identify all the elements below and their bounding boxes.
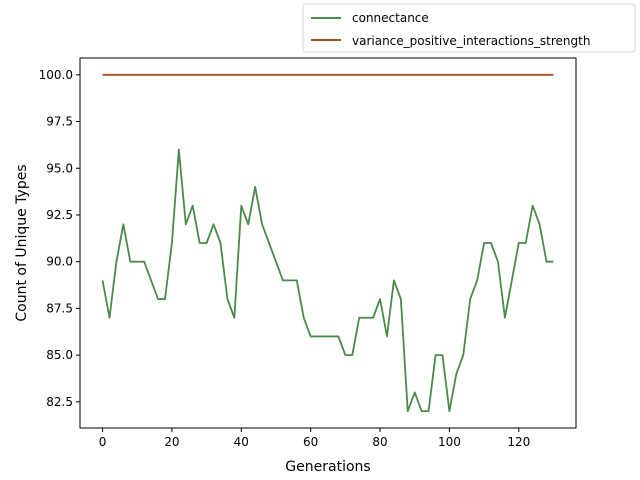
x-axis-label: Generations bbox=[285, 459, 370, 475]
series-layer bbox=[101, 73, 554, 413]
y-tick-label: 95.0 bbox=[46, 161, 73, 175]
plot-area-frame bbox=[79, 57, 577, 429]
x-tick-label: 120 bbox=[507, 435, 530, 449]
legend-box bbox=[302, 3, 636, 53]
x-tick-label: 40 bbox=[234, 435, 249, 449]
legend-label-variance: variance_positive_interactions_strength bbox=[352, 34, 590, 48]
series-line-connectance bbox=[101, 148, 554, 413]
x-tick-label: 80 bbox=[372, 435, 387, 449]
y-tick-label: 100.0 bbox=[39, 68, 73, 82]
ticks-layer: 0 20 40 60 80 100 120 82.5 85.0 87.5 90.0 92.5 95.0 9… bbox=[39, 68, 531, 449]
y-tick-label: 90.0 bbox=[46, 255, 73, 269]
y-tick-label: 85.0 bbox=[46, 348, 73, 362]
x-tick-label: 100 bbox=[438, 435, 461, 449]
legend: connectance variance_positive_interactio… bbox=[302, 3, 636, 53]
x-tick-label: 60 bbox=[303, 435, 318, 449]
x-tick-label: 0 bbox=[99, 435, 107, 449]
y-tick-label: 82.5 bbox=[46, 395, 73, 409]
y-tick-label: 87.5 bbox=[46, 301, 73, 315]
y-axis-label: Count of Unique Types bbox=[14, 164, 30, 321]
x-tick-label: 20 bbox=[164, 435, 179, 449]
y-tick-label: 92.5 bbox=[46, 208, 73, 222]
legend-label-connectance: connectance bbox=[352, 11, 429, 25]
y-tick-label: 97.5 bbox=[46, 115, 73, 129]
